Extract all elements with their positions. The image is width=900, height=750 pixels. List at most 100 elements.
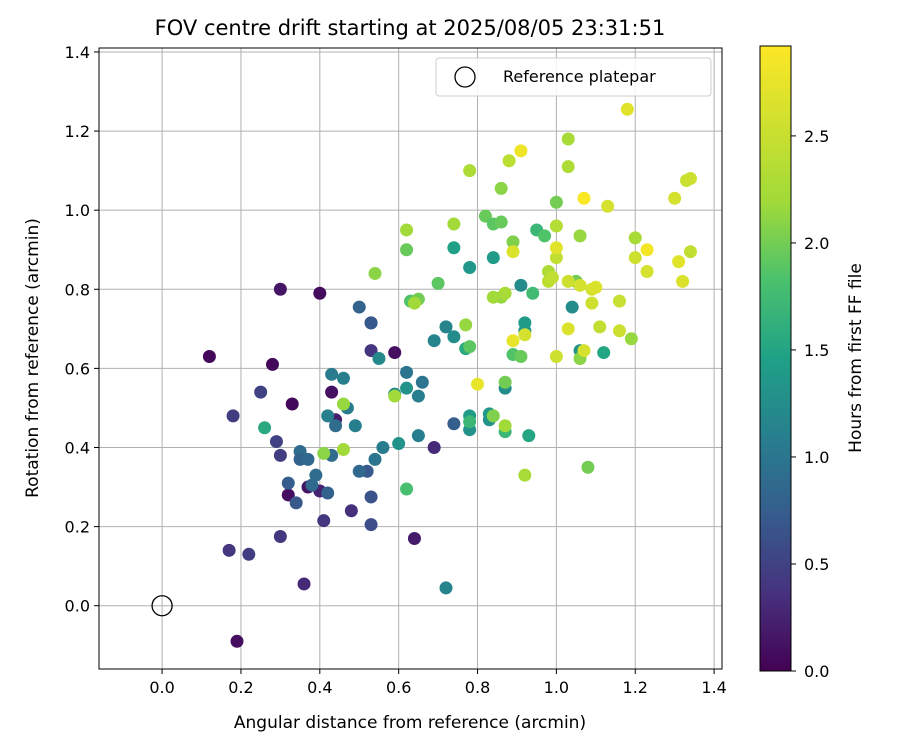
data-point [344, 504, 358, 518]
x-tick-label: 1.2 [623, 678, 648, 697]
data-point [498, 286, 512, 300]
data-point [400, 365, 414, 379]
data-point [289, 496, 303, 510]
legend-marker [454, 66, 476, 88]
data-point [392, 437, 406, 451]
data-point [668, 191, 682, 205]
data-point [400, 243, 414, 257]
data-point [313, 286, 327, 300]
chart-title: FOV centre drift starting at 2025/08/05 … [155, 16, 666, 40]
data-point [565, 300, 579, 314]
data-point [447, 330, 461, 344]
data-point [597, 346, 611, 360]
data-point [518, 468, 532, 482]
x-tick-label: 0.2 [228, 678, 253, 697]
legend: Reference platepar [435, 57, 712, 97]
data-point [447, 241, 461, 255]
data-point [463, 261, 477, 275]
data-point [561, 322, 575, 336]
data-point [388, 389, 402, 403]
data-point [447, 217, 461, 231]
data-point [321, 409, 335, 423]
data-point [585, 296, 599, 310]
data-point [672, 255, 686, 269]
data-point [447, 417, 461, 431]
colorbar: 0.0 0.5 1.0 1.5 2.0 2.5 Hours from first FF f… [759, 45, 866, 681]
colorbar-tick-label: 0.0 [804, 662, 829, 681]
data-point [612, 324, 626, 338]
data-point [376, 440, 390, 454]
data-point [321, 486, 335, 500]
data-point [439, 320, 453, 334]
data-point [336, 397, 350, 411]
data-point [640, 264, 654, 278]
data-point [368, 452, 382, 466]
colorbar-ticks: 0.0 0.5 1.0 1.5 2.0 2.5 [791, 127, 829, 681]
data-point [348, 419, 362, 433]
data-point [486, 290, 500, 304]
x-axis-label: Angular distance from reference (arcmin) [234, 713, 586, 733]
data-point [400, 381, 414, 395]
data-point [471, 377, 485, 391]
data-point [683, 245, 697, 259]
x-tick-label: 1.4 [701, 678, 726, 697]
y-tick-label: 1.2 [65, 122, 90, 141]
data-point [407, 296, 421, 310]
data-point [281, 488, 295, 502]
data-point [624, 332, 638, 346]
data-point [269, 435, 283, 449]
data-point [273, 529, 287, 543]
data-point [577, 191, 591, 205]
data-point [514, 350, 528, 364]
x-tick-label: 0.4 [307, 678, 332, 697]
y-tick-label: 0.2 [65, 518, 90, 537]
data-point [258, 421, 272, 435]
reference-marker [151, 595, 173, 617]
data-point [368, 266, 382, 280]
data-point [427, 440, 441, 454]
reference-platepar-marker [151, 595, 173, 617]
data-point [463, 340, 477, 354]
data-point [494, 181, 508, 195]
data-point [352, 464, 366, 478]
legend-box [435, 57, 712, 97]
y-tick-label: 0.4 [65, 438, 90, 457]
colorbar-tick-label: 1.5 [804, 341, 829, 360]
data-point [459, 318, 473, 332]
data-point [640, 243, 654, 257]
data-point [522, 429, 536, 443]
colorbar-label: Hours from first FF file [846, 263, 866, 453]
data-point [506, 334, 520, 348]
data-point [364, 490, 378, 504]
data-point [486, 251, 500, 265]
data-point [526, 286, 540, 300]
data-point [545, 270, 559, 284]
data-point [254, 385, 268, 399]
data-point [502, 154, 516, 168]
data-point [573, 229, 587, 243]
data-point [364, 316, 378, 330]
data-point [285, 397, 299, 411]
y-tick-label: 1.0 [65, 201, 90, 220]
data-point [230, 634, 244, 648]
plot-frame [98, 47, 723, 670]
data-point [573, 278, 587, 292]
data-point [427, 334, 441, 348]
data-point [549, 219, 563, 233]
data-point [372, 352, 386, 365]
data-point [506, 235, 520, 249]
data-point [309, 468, 323, 482]
data-point [498, 375, 512, 389]
data-point [325, 385, 339, 399]
data-point [400, 482, 414, 496]
data-point [431, 276, 445, 290]
data-point [388, 346, 402, 360]
data-point [676, 274, 690, 288]
y-tick-label: 0.0 [65, 597, 90, 616]
colorbar-tick-label: 0.5 [804, 555, 829, 574]
legend-entry-reference: Reference platepar [503, 67, 656, 86]
data-point [273, 448, 287, 462]
data-point [577, 344, 591, 358]
x-tick-label: 1.0 [544, 678, 569, 697]
data-point [407, 531, 421, 545]
